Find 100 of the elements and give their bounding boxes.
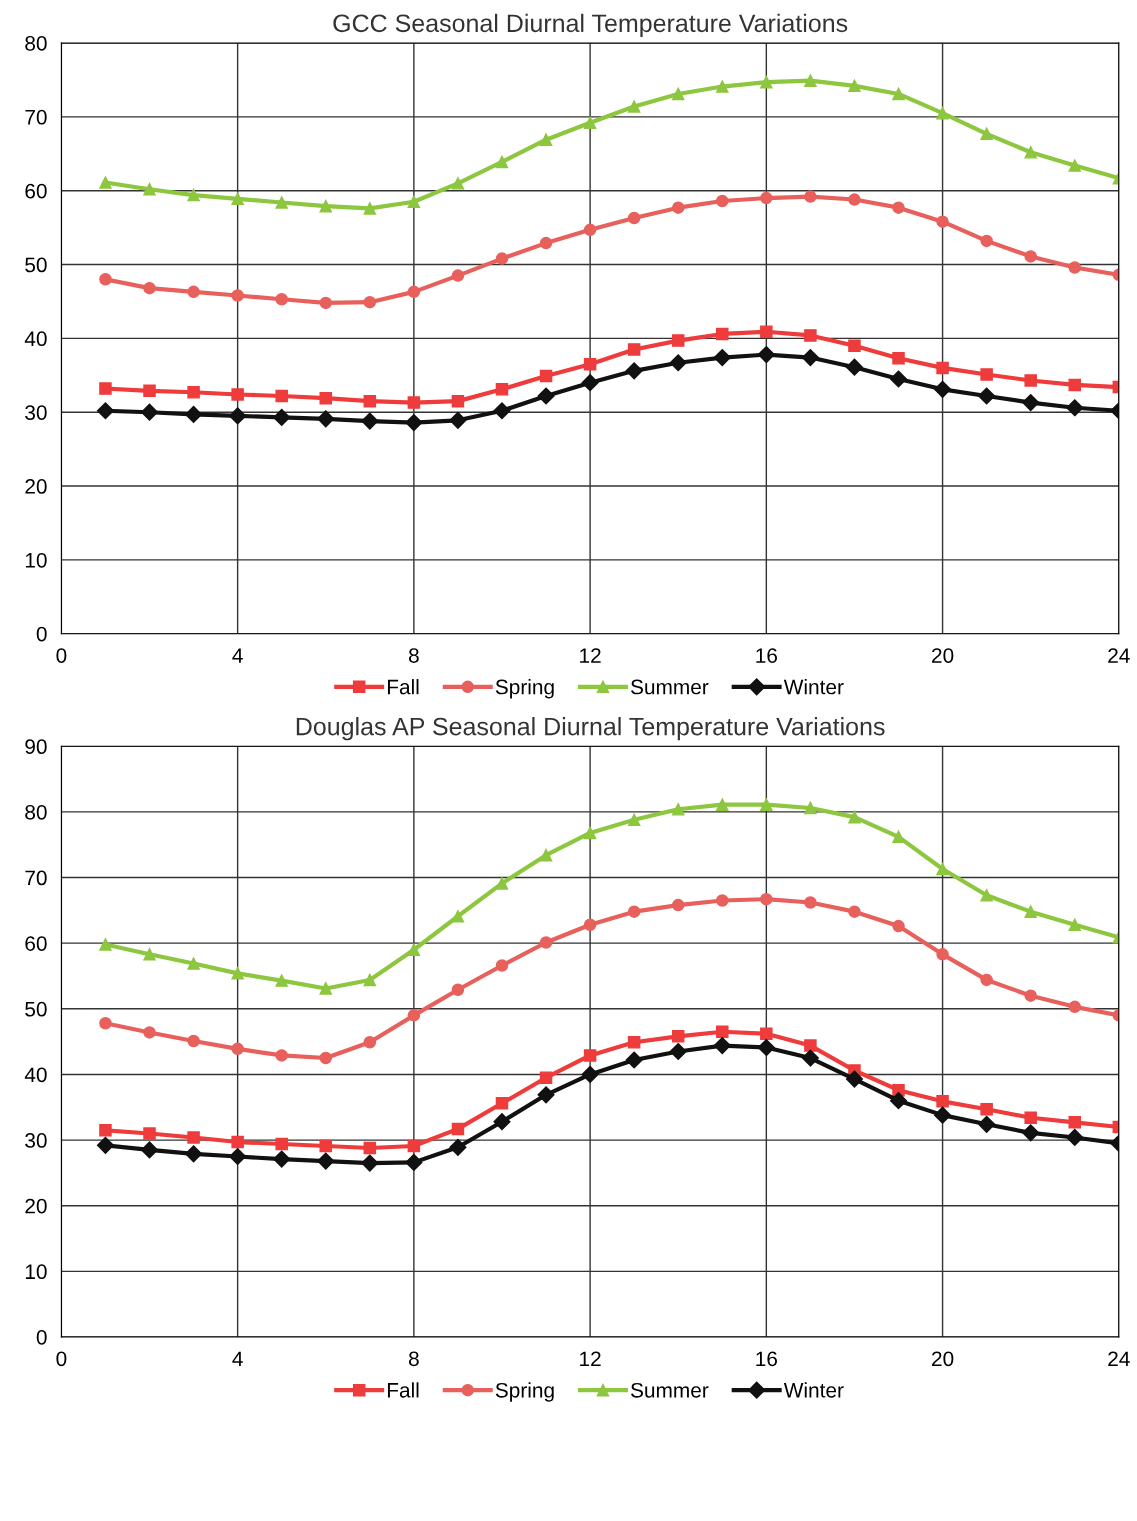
point (495, 383, 509, 396)
point (273, 408, 291, 426)
point (801, 1049, 819, 1067)
point (407, 943, 421, 956)
point (581, 374, 599, 392)
point (1024, 989, 1037, 1002)
point (936, 862, 949, 876)
point (273, 1150, 291, 1168)
point (716, 1025, 729, 1039)
point (760, 798, 773, 811)
legend-label: Spring (495, 1382, 554, 1402)
point (801, 349, 819, 367)
point (275, 1137, 288, 1151)
point (892, 201, 905, 214)
point (187, 285, 200, 299)
y-tick-label: 30 (25, 405, 47, 420)
point (627, 905, 641, 918)
x-tick-label: 4 (232, 648, 243, 663)
point (804, 190, 817, 203)
point (845, 358, 864, 376)
x-tick-label: 24 (1108, 648, 1130, 663)
point (99, 176, 112, 189)
point (671, 87, 685, 101)
point (275, 196, 288, 209)
point (231, 388, 244, 401)
point (495, 877, 509, 890)
y-tick-label: 60 (25, 183, 47, 199)
point (495, 155, 509, 169)
point (581, 1065, 599, 1083)
point (539, 236, 553, 250)
point (229, 407, 247, 425)
point (229, 1147, 247, 1166)
point (936, 106, 949, 120)
point (493, 402, 511, 420)
point (848, 339, 861, 353)
point (716, 327, 729, 341)
point (760, 75, 773, 89)
y-tick-label: 80 (25, 36, 47, 51)
point (451, 1122, 465, 1136)
point (1066, 399, 1084, 417)
point (669, 1042, 687, 1061)
point (583, 918, 597, 932)
point (1066, 1128, 1084, 1147)
point (319, 296, 333, 310)
y-tick-label: 80 (25, 804, 47, 820)
x-tick-label: 12 (580, 1351, 601, 1366)
point (451, 983, 465, 997)
x-tick-label: 20 (932, 648, 954, 663)
point (713, 1037, 731, 1055)
point (231, 967, 244, 980)
point (231, 1135, 244, 1149)
point (407, 195, 421, 209)
point (407, 1139, 421, 1153)
point (716, 798, 729, 811)
point (671, 201, 685, 214)
point (231, 289, 244, 302)
point (625, 362, 643, 380)
point (848, 79, 861, 93)
point (96, 1136, 115, 1154)
point (804, 329, 817, 342)
point (99, 938, 112, 951)
y-tick-label: 20 (25, 1198, 47, 1214)
y-tick-label: 70 (25, 109, 47, 125)
point (934, 1106, 952, 1124)
chart-title: Douglas AP Seasonal Diurnal Temperature Variations (296, 717, 885, 741)
point (363, 1141, 377, 1155)
x-tick-label: 0 (56, 648, 67, 663)
point (980, 234, 993, 248)
x-tick-label: 16 (756, 648, 778, 663)
x-tick-label: 24 (1108, 1351, 1130, 1366)
point (845, 1070, 864, 1088)
point (407, 396, 421, 409)
point (980, 127, 993, 141)
point (583, 1049, 597, 1062)
point (936, 1095, 949, 1108)
point (319, 1051, 333, 1065)
point (757, 1038, 775, 1057)
y-tick-label: 10 (25, 552, 47, 568)
point (671, 334, 685, 347)
point (319, 1139, 333, 1153)
point (760, 892, 773, 906)
point (231, 1042, 244, 1056)
point (760, 1027, 773, 1040)
chart-title: GCC Seasonal Diurnal Temperature Variations (333, 13, 848, 38)
point (451, 394, 465, 408)
point (449, 1138, 467, 1156)
point (407, 285, 421, 299)
point (804, 896, 817, 909)
point (451, 269, 465, 282)
legend-label: Summer (630, 679, 709, 695)
y-tick-label: 60 (25, 936, 47, 951)
point (627, 211, 641, 225)
point (405, 413, 423, 432)
point (978, 387, 996, 405)
point (627, 100, 641, 113)
point (978, 1115, 996, 1133)
x-tick-label: 12 (580, 648, 601, 663)
y-tick-label: 50 (25, 1001, 47, 1017)
y-tick-label: 40 (24, 331, 47, 347)
point (980, 368, 993, 381)
